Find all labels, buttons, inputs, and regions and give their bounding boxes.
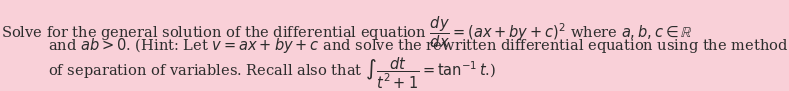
Text: Solve for the general solution of the differential equation $\dfrac{dy}{dx} = (a: Solve for the general solution of the di… bbox=[2, 15, 693, 50]
Text: of separation of variables. Recall also that $\int \dfrac{dt}{t^2+1} = \tan^{-1}: of separation of variables. Recall also … bbox=[47, 55, 495, 91]
Text: and $ab > 0$. (Hint: Let $v = ax + by + c$ and solve the rewritten differential : and $ab > 0$. (Hint: Let $v = ax + by + … bbox=[47, 36, 788, 55]
